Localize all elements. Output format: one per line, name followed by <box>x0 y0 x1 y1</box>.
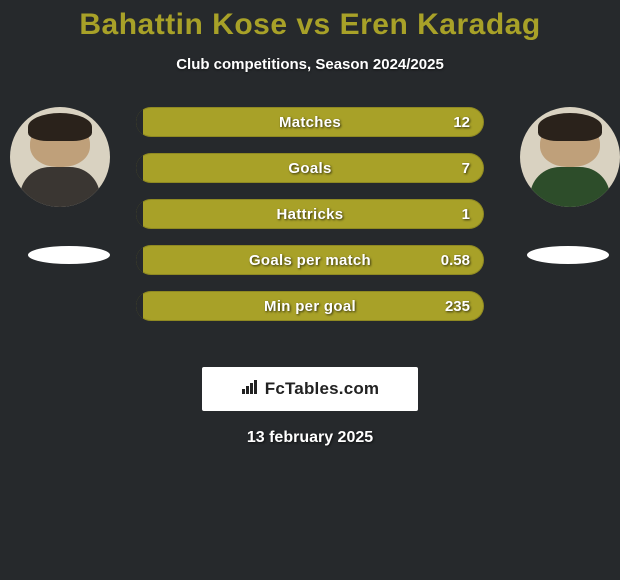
logo-text: FcTables.com <box>241 379 380 400</box>
player-left-shadow <box>28 246 110 264</box>
player-right-shadow <box>527 246 609 264</box>
chart-icon <box>241 379 261 400</box>
stat-bar-value-right: 12 <box>453 107 470 137</box>
stat-bar: Goals per match 0.58 <box>136 245 484 275</box>
stat-bar-label: Min per goal <box>136 291 484 321</box>
stat-bar-label: Matches <box>136 107 484 137</box>
stat-bar: Matches 12 <box>136 107 484 137</box>
logo-label: FcTables.com <box>265 379 380 399</box>
page-title: Bahattin Kose vs Eren Karadag <box>0 8 620 42</box>
stat-bar-label: Goals per match <box>136 245 484 275</box>
avatar-bg <box>10 107 110 207</box>
avatar-bg <box>520 107 620 207</box>
stat-bar-value-right: 1 <box>462 199 470 229</box>
stat-bar-value-right: 0.58 <box>441 245 470 275</box>
player-right-avatar <box>520 107 620 207</box>
stat-bar-value-right: 7 <box>462 153 470 183</box>
comparison-body: Matches 12 Goals 7 Hattricks 1 Goals per… <box>0 107 620 357</box>
stat-bar-value-right: 235 <box>445 291 470 321</box>
stat-bar-label: Hattricks <box>136 199 484 229</box>
logo-box: FcTables.com <box>202 367 418 411</box>
stat-bar: Min per goal 235 <box>136 291 484 321</box>
subtitle: Club competitions, Season 2024/2025 <box>0 56 620 73</box>
date-text: 13 february 2025 <box>0 429 620 447</box>
face-placeholder <box>10 107 110 207</box>
stat-bar: Goals 7 <box>136 153 484 183</box>
face-placeholder <box>520 107 620 207</box>
stat-bar-label: Goals <box>136 153 484 183</box>
comparison-infographic: Bahattin Kose vs Eren Karadag Club compe… <box>0 0 620 580</box>
stat-bar: Hattricks 1 <box>136 199 484 229</box>
player-left-avatar <box>10 107 110 207</box>
stat-bars: Matches 12 Goals 7 Hattricks 1 Goals per… <box>136 107 484 337</box>
